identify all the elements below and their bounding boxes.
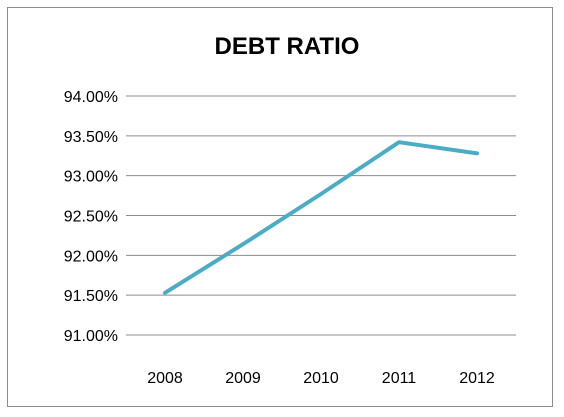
y-tick-label: 92.00% <box>64 248 118 265</box>
chart-frame <box>7 7 553 407</box>
gridlines <box>126 95 516 296</box>
y-tick-label: 91.50% <box>64 288 118 305</box>
y-tick-label: 94.00% <box>64 89 118 106</box>
x-tick-label: 2012 <box>459 370 495 387</box>
y-tick-label: 93.50% <box>64 129 118 146</box>
y-tick-label: 91.00% <box>64 328 118 345</box>
y-tick-label: 93.00% <box>64 169 118 186</box>
chart-title: DEBT RATIO <box>215 33 360 60</box>
x-axis-tick-labels: 2008 2009 2010 2011 2012 <box>147 370 495 387</box>
x-tick-label: 2011 <box>382 370 417 387</box>
x-tick-label: 2009 <box>225 370 261 387</box>
y-axis-tick-labels: 91.00% 91.50% 92.00% 92.50% 93.00% 93.50% 94.0… <box>64 89 118 345</box>
series-line-debt-ratio <box>163 140 479 295</box>
x-tick-label: 2008 <box>147 370 183 387</box>
x-tick-label: 2010 <box>303 370 339 387</box>
y-tick-label: 92.50% <box>64 209 118 226</box>
